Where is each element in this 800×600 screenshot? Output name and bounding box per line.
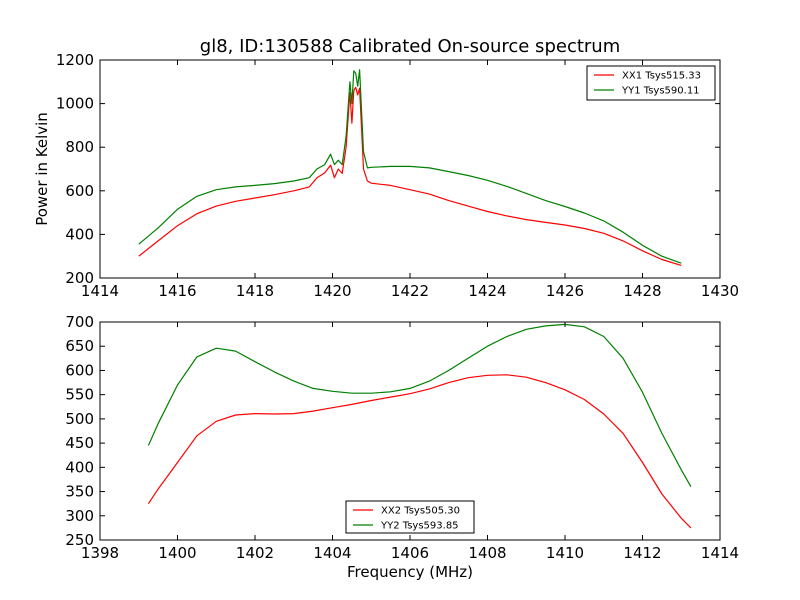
top-chart: 1414 1416 1418 1420 1422 1424 1426 1428 1430 200 4… <box>56 51 739 300</box>
y-tick-label: 650 <box>65 337 94 355</box>
y-tick-label: 600 <box>65 361 94 379</box>
y-tick-label: 800 <box>65 138 94 156</box>
y-tick-label: 300 <box>65 507 94 525</box>
legend-box <box>586 65 716 101</box>
top-chart-title: gl8, ID:130588 Calibrated On-source spec… <box>200 36 620 57</box>
series-line-xx-0 <box>138 86 682 266</box>
series-line-yy-1 <box>147 323 692 487</box>
y-tick-label: 200 <box>65 269 94 287</box>
x-tick-label: 1430 <box>701 282 739 300</box>
y-tick-label: 1200 <box>56 51 94 69</box>
y-tick-label: 550 <box>65 386 94 404</box>
legend-box <box>345 500 475 534</box>
bottom-chart: 1398 1400 1402 1404 1406 1408 1410 1412 1414 250 3… <box>65 313 739 562</box>
x-tick-label: 1398 <box>81 544 119 562</box>
x-tick-label: 1418 <box>236 282 274 300</box>
y-tick-label: 1000 <box>56 95 94 113</box>
x-tick-label: 1424 <box>468 282 506 300</box>
x-tick-label: 1414 <box>81 282 119 300</box>
y-tick-label: 350 <box>65 483 94 501</box>
y-tick-label: 500 <box>65 410 94 428</box>
legend-label: XX2 Tsys505.30 <box>381 506 460 517</box>
y-tick-label: 700 <box>65 313 94 331</box>
x-tick-label: 1400 <box>158 544 196 562</box>
x-tick-label: 1428 <box>623 282 661 300</box>
x-tick-label: 1422 <box>391 282 429 300</box>
top-chart-ylabel: Power in Kelvin <box>33 112 51 226</box>
x-tick-label: 1408 <box>468 544 506 562</box>
x-tick-label: 1420 <box>313 282 351 300</box>
y-tick-label: 250 <box>65 531 94 549</box>
x-tick-label: 1414 <box>701 544 739 562</box>
x-tick-label: 1416 <box>158 282 196 300</box>
x-tick-label: 1404 <box>313 544 351 562</box>
y-tick-label: 600 <box>65 182 94 200</box>
series-line-yy-0 <box>138 69 682 264</box>
y-tick-label: 400 <box>65 458 94 476</box>
x-tick-label: 1406 <box>391 544 429 562</box>
legend-label: YY1 Tsys590.11 <box>621 86 700 97</box>
x-tick-label: 1412 <box>623 544 661 562</box>
legend-0: XX1 Tsys515.33 YY1 Tsys590.11 <box>586 65 716 101</box>
x-tick-label: 1426 <box>546 282 584 300</box>
bottom-chart-xlabel: Frequency (MHz) <box>347 563 473 581</box>
legend-1: XX2 Tsys505.30 YY2 Tsys593.85 <box>345 500 475 534</box>
y-tick-label: 400 <box>65 225 94 243</box>
legend-label: XX1 Tsys515.33 <box>622 71 701 82</box>
y-tick-label: 450 <box>65 434 94 452</box>
x-tick-label: 1410 <box>546 544 584 562</box>
x-tick-label: 1402 <box>236 544 274 562</box>
series-line-xx-1 <box>147 374 692 529</box>
legend-label: YY2 Tsys593.85 <box>380 521 459 532</box>
